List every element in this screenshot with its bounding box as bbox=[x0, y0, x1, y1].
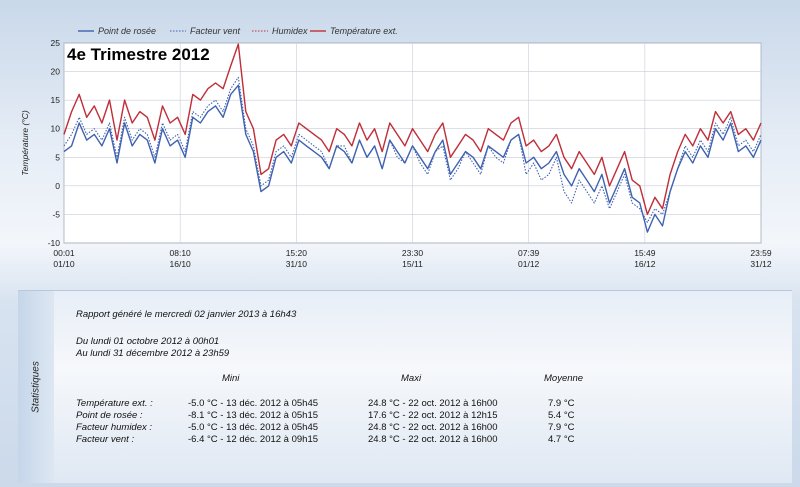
x-tick-time: 00:01 bbox=[53, 248, 75, 258]
series-group bbox=[63, 43, 762, 233]
x-tick-date: 01/12 bbox=[518, 259, 540, 269]
legend-label: Humidex bbox=[272, 26, 308, 36]
y-axis: 25 20 15 10 5 0 -5 -10 bbox=[48, 38, 61, 248]
y-tick-label: 10 bbox=[51, 124, 61, 134]
x-tick-time: 23:59 bbox=[750, 248, 772, 258]
chart-title: 4e Trimestre 2012 bbox=[67, 45, 210, 64]
stats-cell-mini: -6.4 °C - 12 déc. 2012 à 09h15 bbox=[188, 434, 319, 445]
y-tick-label: 25 bbox=[51, 38, 61, 48]
report-generated: Rapport généré le mercredi 02 janvier 20… bbox=[76, 309, 297, 320]
chart-legend: Point de rosée Facteur vent Humidex Tempéra… bbox=[78, 26, 398, 36]
y-tick-label: 0 bbox=[55, 181, 60, 191]
stats-cell-label: Température ext. : bbox=[76, 398, 153, 409]
stats-cell-label: Point de rosée : bbox=[76, 410, 143, 421]
y-tick-label: -5 bbox=[52, 209, 60, 219]
period-to: Au lundi 31 décembre 2012 à 23h59 bbox=[76, 348, 230, 359]
temperature-chart: Point de rosée Facteur vent Humidex Tempéra… bbox=[20, 26, 772, 269]
stats-cell-maxi: 24.8 °C - 22 oct. 2012 à 16h00 bbox=[368, 398, 498, 409]
x-tick-time: 15:49 bbox=[634, 248, 656, 258]
x-tick-date: 15/11 bbox=[402, 259, 423, 269]
statistics-side-bar: Statistiques bbox=[18, 291, 54, 483]
x-tick-time: 07:39 bbox=[518, 248, 540, 258]
stats-cell-maxi: 17.6 °C - 22 oct. 2012 à 12h15 bbox=[368, 410, 498, 421]
stats-cell-moyenne: 5.4 °C bbox=[548, 410, 575, 421]
y-tick-label: 20 bbox=[51, 67, 61, 77]
stats-cell-mini: -5.0 °C - 13 déc. 2012 à 05h45 bbox=[188, 422, 319, 433]
legend-label: Point de rosée bbox=[98, 26, 156, 36]
stats-cell-label: Facteur vent : bbox=[76, 434, 135, 445]
x-tick-time: 15:20 bbox=[286, 248, 308, 258]
x-tick-time: 23:30 bbox=[402, 248, 424, 258]
statistics-label: Statistiques bbox=[30, 361, 42, 413]
stats-cell-moyenne: 4.7 °C bbox=[548, 434, 575, 445]
y-tick-label: -10 bbox=[48, 238, 61, 248]
x-tick-date: 01/10 bbox=[53, 259, 75, 269]
stats-cell-maxi: 24.8 °C - 22 oct. 2012 à 16h00 bbox=[368, 434, 498, 445]
statistics-panel: Statistiques Rapport généré le mercredi … bbox=[18, 290, 792, 483]
legend-label: Température ext. bbox=[330, 26, 398, 36]
header-maxi: Maxi bbox=[401, 373, 422, 384]
stats-cell-mini: -8.1 °C - 13 déc. 2012 à 05h15 bbox=[188, 410, 319, 421]
header-mini: Mini bbox=[222, 373, 240, 384]
x-tick-time: 08:10 bbox=[170, 248, 192, 258]
stats-cell-maxi: 24.8 °C - 22 oct. 2012 à 16h00 bbox=[368, 422, 498, 433]
x-tick-date: 16/10 bbox=[170, 259, 192, 269]
x-tick-date: 31/12 bbox=[750, 259, 772, 269]
chart-panel: Point de rosée Facteur vent Humidex Tempéra… bbox=[18, 12, 788, 280]
period-from: Du lundi 01 octobre 2012 à 00h01 bbox=[76, 336, 220, 347]
series-line-facteur-vent bbox=[63, 76, 762, 223]
series-line-point-de-rosee bbox=[63, 84, 762, 233]
stats-cell-label: Facteur humidex : bbox=[76, 422, 153, 433]
stats-cell-mini: -5.0 °C - 13 déc. 2012 à 05h45 bbox=[188, 398, 319, 409]
legend-label: Facteur vent bbox=[190, 26, 241, 36]
y-tick-label: 15 bbox=[51, 95, 61, 105]
x-tick-date: 16/12 bbox=[634, 259, 656, 269]
header-moyenne: Moyenne bbox=[544, 373, 584, 384]
series-line-temperature-ext bbox=[63, 43, 762, 216]
y-tick-label: 5 bbox=[55, 152, 60, 162]
stats-cell-moyenne: 7.9 °C bbox=[548, 422, 575, 433]
x-tick-date: 31/10 bbox=[286, 259, 308, 269]
y-axis-label: Température (°C) bbox=[20, 110, 30, 176]
stats-cell-moyenne: 7.9 °C bbox=[548, 398, 575, 409]
